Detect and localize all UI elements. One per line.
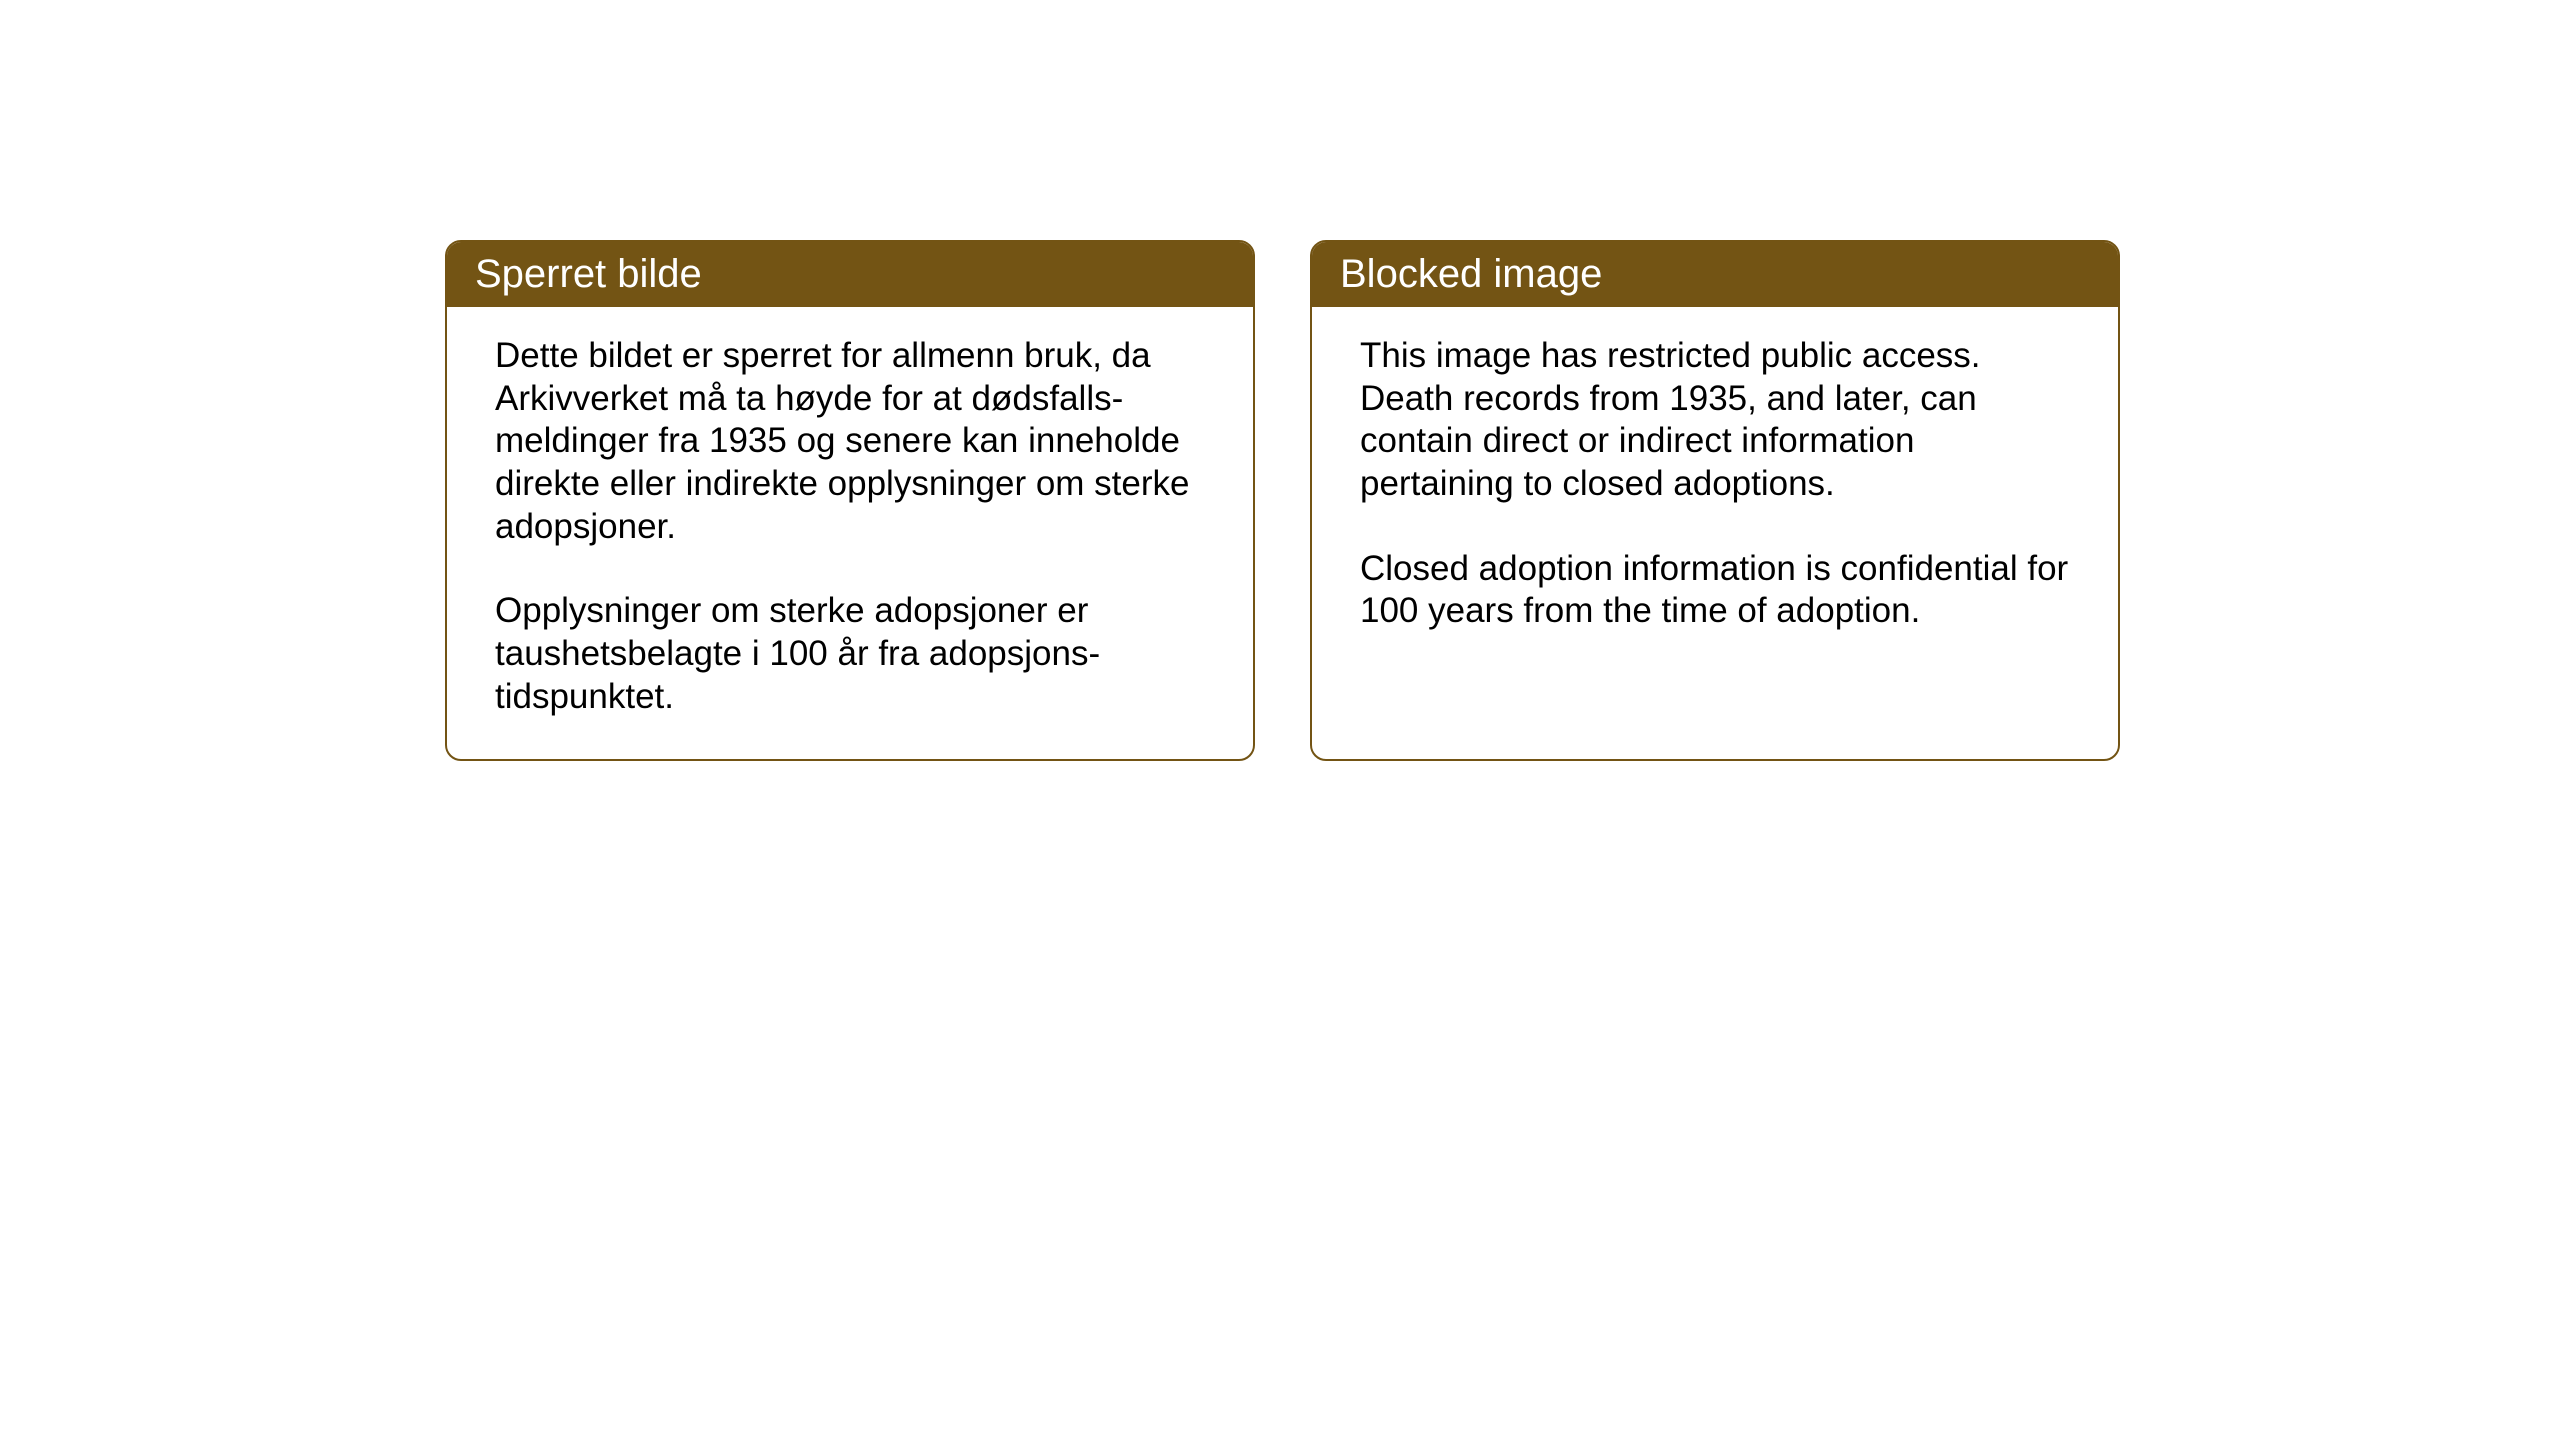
cards-container: Sperret bilde Dette bildet er sperret fo… — [445, 240, 2120, 761]
english-card: Blocked image This image has restricted … — [1310, 240, 2120, 761]
norwegian-paragraph-2: Opplysninger om sterke adopsjoner er tau… — [495, 590, 1205, 718]
norwegian-card-body: Dette bildet er sperret for allmenn bruk… — [447, 307, 1253, 759]
english-paragraph-2: Closed adoption information is confident… — [1360, 548, 2070, 633]
english-paragraph-1: This image has restricted public access.… — [1360, 335, 2070, 506]
norwegian-card: Sperret bilde Dette bildet er sperret fo… — [445, 240, 1255, 761]
norwegian-paragraph-1: Dette bildet er sperret for allmenn bruk… — [495, 335, 1205, 548]
norwegian-card-title: Sperret bilde — [447, 242, 1253, 307]
english-card-body: This image has restricted public access.… — [1312, 307, 2118, 727]
english-card-title: Blocked image — [1312, 242, 2118, 307]
